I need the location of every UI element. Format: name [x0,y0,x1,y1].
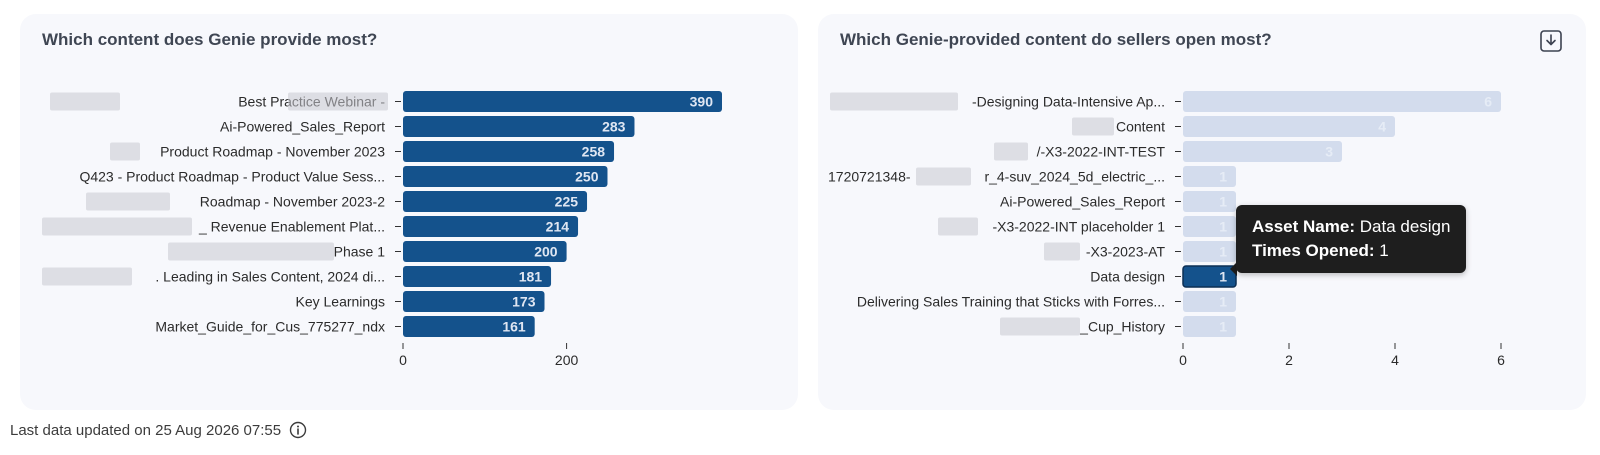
redacted-text [1000,317,1080,336]
data-label: 1 [1219,169,1227,185]
bar[interactable] [403,116,635,137]
redacted-text [86,192,170,211]
left-chart-card: Which content does Genie provide most? 3… [20,14,798,410]
redacted-text [50,92,120,111]
data-label: 225 [555,194,579,210]
download-icon [1540,30,1562,52]
redacted-text [42,217,192,236]
x-axis-tick-label: 4 [1391,352,1399,368]
x-axis-tick-label: 6 [1497,352,1505,368]
category-label: -X3-2022-INT placeholder 1 [992,219,1165,235]
right-bar-chart: 6 -Designing Data-Intensive Ap... 4 Content… [828,91,1505,368]
bar[interactable] [403,91,722,112]
bar[interactable] [403,191,588,212]
x-axis-tick-label: 200 [555,352,579,368]
bar[interactable] [403,316,535,337]
bar[interactable] [403,166,608,187]
redacted-text [830,92,958,111]
chart-tooltip: Asset Name: Data design Times Opened: 1 [1236,205,1467,273]
data-label: 6 [1484,94,1492,110]
data-label: 161 [502,319,526,335]
redacted-text [916,167,971,186]
data-label: 181 [519,269,543,285]
data-label: 173 [512,294,536,310]
tooltip-arrow [1230,262,1237,276]
bar[interactable] [1183,191,1236,212]
category-label: Q423 - Product Roadmap - Product Value S… [79,169,385,185]
category-label: Ai-Powered_Sales_Report [220,119,385,135]
x-axis-tick-label: 2 [1285,352,1293,368]
data-label: 4 [1378,119,1386,135]
bar[interactable] [1183,141,1342,162]
left-chart-title: Which content does Genie provide most? [42,30,378,49]
bar[interactable] [1183,216,1236,237]
category-label: Roadmap - November 2023-2 [200,194,385,210]
bar[interactable] [1183,91,1501,112]
download-button[interactable] [1538,28,1564,54]
data-label: 1 [1219,269,1227,285]
redacted-text [288,92,388,111]
right-chart-title: Which Genie-provided content do sellers … [840,30,1272,49]
redacted-text [994,142,1028,161]
x-axis-tick-label: 0 [1179,352,1187,368]
bar[interactable] [1183,291,1236,312]
category-label: -X3-2023-AT [1086,244,1166,260]
category-label: /-X3-2022-INT-TEST [1037,144,1166,160]
category-label: Market_Guide_for_Cus_775277_ndx [155,319,385,335]
data-label: 3 [1325,144,1333,160]
tooltip-asset-label: Asset Name: [1252,217,1355,236]
bar[interactable] [1182,265,1237,288]
category-label: _Cup_History [1079,319,1165,335]
data-label: 283 [602,119,626,135]
category-label: Content [1116,119,1165,135]
category-label-suffix: r_4-suv_2024_5d_electric_... [984,169,1165,185]
info-icon[interactable] [289,421,307,439]
bar[interactable] [403,241,567,262]
category-label: Product Roadmap - November 2023 [160,144,385,160]
redacted-text [1044,242,1080,261]
category-label: -Designing Data-Intensive Ap... [972,94,1165,110]
data-label: 1 [1219,319,1227,335]
bar[interactable] [403,291,545,312]
data-label: 200 [534,244,558,260]
data-label: 214 [546,219,570,235]
bar[interactable] [403,141,615,162]
bar[interactable] [403,216,579,237]
category-label: Data design [1090,269,1165,285]
data-label: 1 [1219,294,1227,310]
bar[interactable] [1183,241,1236,262]
category-label: Delivering Sales Training that Sticks wi… [857,294,1165,310]
category-label: Phase 1 [334,244,386,260]
category-label: 1720721348- [828,169,911,185]
category-label: . Leading in Sales Content, 2024 di... [155,269,385,285]
category-label: _ Revenue Enablement Plat... [198,219,385,235]
category-label: Key Learnings [295,294,385,310]
last-updated-text: Last data updated on 25 Aug 2026 07:55 [10,421,282,439]
bar[interactable] [1183,116,1395,137]
redacted-text [42,267,132,286]
tooltip-opened-label: Times Opened: [1252,241,1375,260]
redacted-text [168,242,334,261]
tooltip-opened-value: 1 [1379,241,1389,260]
data-label: 1 [1219,219,1227,235]
bar[interactable] [403,266,552,287]
right-chart-card: Which Genie-provided content do sellers … [818,14,1586,410]
tooltip-asset-value: Data design [1359,217,1451,236]
bar[interactable] [1183,316,1236,337]
x-axis-tick-label: 0 [399,352,407,368]
category-label: Ai-Powered_Sales_Report [1000,194,1165,210]
data-label: 1 [1219,244,1227,260]
data-label: 250 [575,169,599,185]
data-label: 390 [690,94,714,110]
data-label: 258 [582,144,606,160]
footer: Last data updated on 25 Aug 2026 07:55 [10,421,307,439]
data-label: 1 [1219,194,1227,210]
redacted-text [110,142,140,161]
redacted-text [938,217,978,236]
redacted-text [1072,117,1114,136]
bar[interactable] [1183,166,1236,187]
